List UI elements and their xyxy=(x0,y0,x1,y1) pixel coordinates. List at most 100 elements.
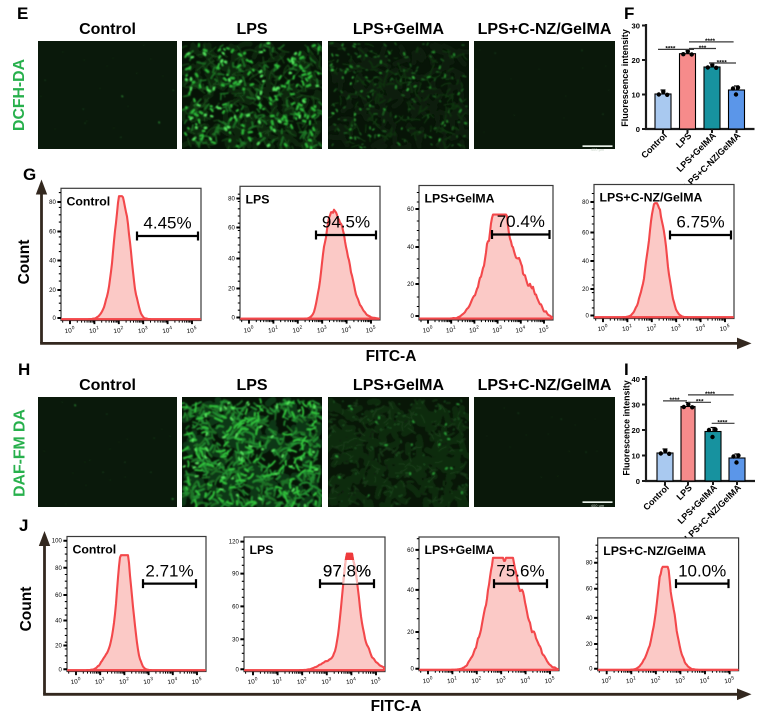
svg-text:DAF-FM DA: DAF-FM DA xyxy=(12,409,29,497)
svg-text:H: H xyxy=(18,360,30,379)
svg-text:40: 40 xyxy=(632,375,640,384)
svg-text:102: 102 xyxy=(292,325,304,335)
svg-text:***: *** xyxy=(699,45,707,52)
svg-text:104: 104 xyxy=(345,676,357,686)
svg-text:0: 0 xyxy=(231,316,235,322)
svg-text:100: 100 xyxy=(247,676,259,686)
svg-text:80: 80 xyxy=(586,561,593,567)
svg-text:****: **** xyxy=(717,420,728,427)
svg-text:60: 60 xyxy=(228,226,235,232)
svg-text:80: 80 xyxy=(49,200,56,206)
svg-text:105: 105 xyxy=(365,325,377,335)
svg-text:101: 101 xyxy=(621,323,633,333)
svg-text:104: 104 xyxy=(520,675,532,685)
svg-text:60: 60 xyxy=(49,230,56,236)
svg-text:10: 10 xyxy=(632,451,640,460)
svg-text:103: 103 xyxy=(316,325,328,335)
svg-text:400 μm: 400 μm xyxy=(591,503,605,508)
svg-text:Control: Control xyxy=(79,21,136,38)
svg-text:20: 20 xyxy=(49,288,56,294)
svg-text:101: 101 xyxy=(445,325,457,335)
svg-text:90: 90 xyxy=(232,572,239,578)
svg-text:103: 103 xyxy=(143,676,155,686)
svg-text:100: 100 xyxy=(70,676,82,686)
svg-text:30: 30 xyxy=(632,21,640,30)
svg-text:****: **** xyxy=(669,397,680,404)
svg-text:60: 60 xyxy=(232,604,239,610)
svg-text:I: I xyxy=(624,360,629,379)
svg-text:102: 102 xyxy=(296,676,308,686)
svg-text:102: 102 xyxy=(113,325,125,335)
svg-text:40: 40 xyxy=(407,245,414,251)
svg-text:100: 100 xyxy=(422,325,434,335)
svg-text:E: E xyxy=(17,4,28,23)
svg-text:105: 105 xyxy=(191,676,203,686)
svg-text:102: 102 xyxy=(650,675,662,685)
svg-text:102: 102 xyxy=(471,675,483,685)
svg-text:102: 102 xyxy=(646,323,658,333)
svg-text:75.6%: 75.6% xyxy=(496,561,544,580)
svg-text:30: 30 xyxy=(232,637,239,643)
svg-text:****: **** xyxy=(705,38,716,45)
svg-text:LPS+GelMA: LPS+GelMA xyxy=(353,377,445,394)
svg-text:0: 0 xyxy=(58,667,62,673)
svg-text:105: 105 xyxy=(544,675,556,685)
svg-text:****: **** xyxy=(665,46,676,53)
svg-text:G: G xyxy=(23,165,36,184)
svg-text:20: 20 xyxy=(632,426,640,435)
svg-text:100: 100 xyxy=(243,325,255,335)
svg-text:20: 20 xyxy=(228,287,235,293)
svg-text:101: 101 xyxy=(88,325,100,335)
svg-text:20: 20 xyxy=(586,642,593,648)
svg-text:103: 103 xyxy=(674,675,686,685)
svg-text:40: 40 xyxy=(49,259,56,265)
svg-text:0: 0 xyxy=(410,314,414,320)
svg-text:2.71%: 2.71% xyxy=(145,561,193,580)
svg-text:20: 20 xyxy=(582,287,589,293)
svg-text:LPS+C-NZ/GelMA: LPS+C-NZ/GelMA xyxy=(478,21,612,38)
svg-text:105: 105 xyxy=(538,325,550,335)
svg-text:103: 103 xyxy=(492,325,504,335)
svg-text:103: 103 xyxy=(670,323,682,333)
svg-text:LPS+C-NZ/GelMA: LPS+C-NZ/GelMA xyxy=(603,544,706,558)
svg-text:Count: Count xyxy=(18,587,35,632)
svg-text:Control: Control xyxy=(79,377,136,394)
svg-text:120: 120 xyxy=(229,540,240,546)
svg-text:102: 102 xyxy=(468,325,480,335)
svg-text:60: 60 xyxy=(582,231,589,237)
svg-text:LPS: LPS xyxy=(236,21,267,38)
svg-text:0: 0 xyxy=(589,667,593,673)
svg-text:20: 20 xyxy=(407,630,414,636)
svg-text:0: 0 xyxy=(410,667,414,673)
svg-text:101: 101 xyxy=(446,675,458,685)
svg-text:Control: Control xyxy=(67,194,111,208)
svg-text:DCFH-DA: DCFH-DA xyxy=(11,59,28,131)
svg-text:40: 40 xyxy=(586,616,593,622)
svg-text:100: 100 xyxy=(64,325,76,335)
svg-text:100: 100 xyxy=(597,323,609,333)
svg-text:105: 105 xyxy=(719,323,731,333)
svg-text:94.5%: 94.5% xyxy=(322,213,370,232)
svg-text:105: 105 xyxy=(370,676,382,686)
svg-text:10: 10 xyxy=(632,90,640,99)
svg-text:104: 104 xyxy=(162,325,174,335)
svg-text:0: 0 xyxy=(636,477,640,486)
svg-text:60: 60 xyxy=(407,548,414,554)
svg-text:LPS: LPS xyxy=(246,192,270,206)
svg-text:104: 104 xyxy=(699,675,711,685)
svg-text:LPS+C-NZ/GelMA: LPS+C-NZ/GelMA xyxy=(478,377,612,394)
svg-text:0: 0 xyxy=(636,125,640,134)
svg-text:F: F xyxy=(624,4,634,23)
svg-text:LPS+GelMA: LPS+GelMA xyxy=(425,192,495,206)
svg-text:103: 103 xyxy=(137,325,149,335)
svg-text:400 μm: 400 μm xyxy=(591,147,605,152)
svg-text:40: 40 xyxy=(55,619,62,625)
svg-text:60: 60 xyxy=(586,587,593,593)
svg-text:70.4%: 70.4% xyxy=(497,212,545,231)
svg-text:100: 100 xyxy=(601,675,613,685)
svg-text:101: 101 xyxy=(272,676,284,686)
svg-text:LPS+GelMA: LPS+GelMA xyxy=(353,21,445,38)
svg-text:20: 20 xyxy=(407,282,414,288)
svg-text:***: *** xyxy=(696,399,704,406)
svg-text:20: 20 xyxy=(55,644,62,650)
